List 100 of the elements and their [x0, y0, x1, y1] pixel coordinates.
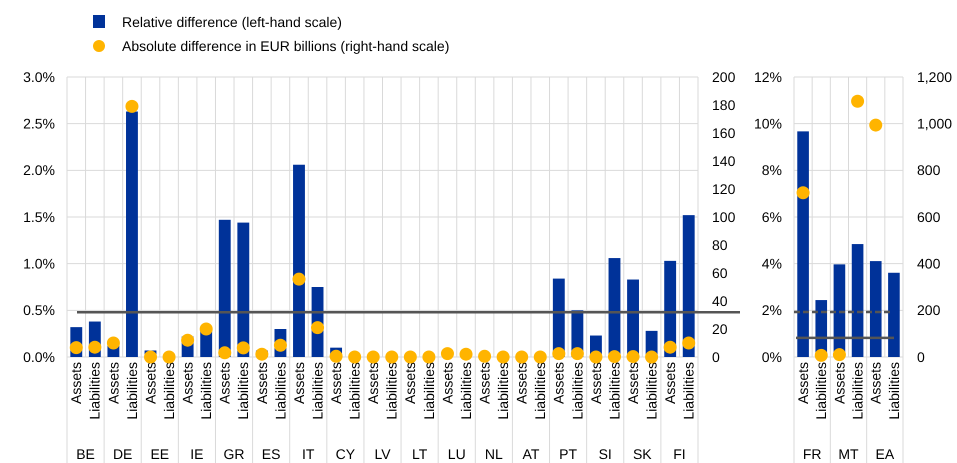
text: ES	[262, 446, 280, 462]
text: PT	[559, 446, 578, 462]
y2-tick-label: 1,000	[917, 116, 952, 132]
x-tick-label: Liabilities	[272, 362, 288, 420]
x-tick-label: Liabilities	[384, 362, 400, 420]
x-tick-label: Assets	[476, 362, 492, 404]
point	[869, 118, 882, 132]
y2-tick-label: 100	[712, 208, 736, 225]
point	[162, 350, 176, 364]
y2-tick-label: 200	[917, 302, 941, 318]
text: MT	[838, 446, 860, 462]
x-tick-label: Liabilities	[458, 362, 474, 420]
bar	[888, 272, 900, 357]
x-tick-label: Assets	[68, 362, 84, 404]
x-tick-label: Liabilities	[886, 362, 902, 420]
bar	[797, 131, 809, 357]
point	[589, 350, 602, 364]
text: FI	[673, 446, 686, 462]
x-tick-label: Assets	[290, 362, 307, 404]
text: LT	[412, 446, 428, 462]
y2-tick-label: 20	[712, 320, 728, 337]
text: LV	[374, 446, 392, 462]
point	[534, 350, 547, 364]
x-tick-label: Assets	[365, 362, 382, 404]
bar	[126, 112, 138, 357]
text: IE	[190, 446, 204, 462]
text: FR	[802, 446, 822, 462]
point	[496, 350, 510, 364]
x-tick-label: Assets	[254, 362, 270, 404]
point	[366, 350, 380, 364]
y2-tick-label: 180	[712, 96, 736, 113]
y-tick-label: 12%	[754, 68, 782, 85]
point	[570, 347, 584, 360]
point	[440, 347, 454, 360]
x-tick-label: Liabilities	[644, 362, 660, 420]
y2-tick-label: 160	[712, 124, 736, 141]
point	[626, 350, 640, 364]
point	[385, 350, 398, 364]
point	[236, 341, 250, 354]
y-tick-label: 6%	[762, 208, 782, 225]
y-tick-label: 10%	[754, 116, 782, 132]
text: CY	[336, 446, 356, 462]
point	[515, 350, 528, 364]
point	[106, 336, 120, 350]
point	[255, 348, 268, 361]
text: AT	[522, 446, 540, 462]
x-tick-label: Assets	[402, 362, 418, 404]
x-tick-label: Assets	[328, 362, 344, 404]
y2-tick-label: 800	[917, 162, 941, 178]
y-tick-label: 4%	[762, 256, 782, 272]
x-tick-label: Liabilities	[532, 362, 548, 420]
point	[125, 100, 138, 113]
x-tick-label: Assets	[142, 362, 158, 404]
x-tick-label: Liabilities	[86, 362, 103, 420]
x-tick-label: Liabilities	[606, 362, 622, 420]
text: EA	[875, 446, 895, 462]
bar	[852, 244, 864, 357]
point	[218, 346, 232, 360]
point	[832, 348, 846, 362]
point	[478, 350, 492, 363]
y2-tick-label: 0	[917, 348, 925, 365]
y2-tick-label: 0	[712, 348, 720, 365]
y-tick-label: 3.0%	[23, 68, 55, 85]
x-tick-label: Liabilities	[813, 362, 830, 420]
x-tick-label: Assets	[439, 362, 456, 404]
x-tick-label: Assets	[794, 362, 811, 404]
x-tick-label: Assets	[588, 362, 604, 404]
point	[181, 334, 194, 347]
point	[814, 348, 828, 362]
y-tick-label: 2%	[762, 302, 782, 318]
y-tick-label: 2.0%	[23, 162, 55, 178]
x-tick-label: Assets	[662, 362, 678, 404]
point	[460, 348, 473, 361]
point	[645, 350, 658, 364]
y-tick-label: 0.5%	[23, 302, 55, 318]
point	[330, 350, 343, 363]
point	[851, 94, 864, 108]
y2-tick-label: 40	[712, 292, 728, 309]
legend-label: Absolute difference in EUR billions (right-hand scale)	[122, 38, 450, 54]
point	[422, 350, 436, 364]
bar	[870, 261, 882, 357]
point	[88, 340, 102, 354]
point	[292, 272, 306, 286]
point	[608, 350, 621, 364]
point	[144, 350, 158, 364]
x-tick-label: Assets	[514, 362, 530, 404]
y2-tick-label: 400	[917, 256, 941, 272]
point	[70, 341, 83, 354]
point	[311, 321, 324, 334]
point	[664, 340, 677, 354]
y2-tick-label: 200	[712, 68, 736, 85]
y-tick-label: 0.0%	[23, 348, 55, 365]
point	[348, 350, 362, 364]
text: DE	[112, 446, 132, 462]
point	[274, 338, 287, 352]
point	[682, 336, 696, 350]
x-tick-label: Assets	[180, 362, 196, 404]
x-tick-label: Liabilities	[495, 362, 512, 420]
y2-tick-label: 600	[917, 208, 941, 225]
x-tick-label: Liabilities	[124, 362, 140, 420]
